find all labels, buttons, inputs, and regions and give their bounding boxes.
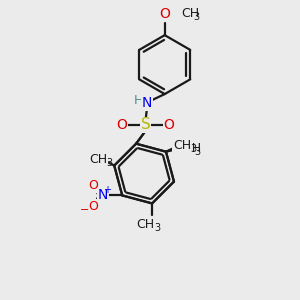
Text: CH: CH: [136, 218, 155, 231]
Text: O: O: [88, 179, 98, 193]
Text: O: O: [164, 118, 175, 132]
Text: 3: 3: [194, 12, 200, 22]
Text: O: O: [117, 118, 128, 132]
Text: 3: 3: [190, 144, 196, 154]
Text: 3: 3: [106, 158, 112, 168]
Text: H: H: [134, 94, 143, 107]
Text: O: O: [159, 7, 170, 21]
Text: 3: 3: [154, 223, 160, 232]
Text: CH: CH: [173, 139, 191, 152]
Text: S: S: [141, 118, 151, 133]
Text: CH: CH: [184, 142, 202, 155]
Text: −: −: [80, 205, 89, 214]
Text: CH: CH: [89, 153, 107, 166]
Text: N: N: [98, 188, 108, 203]
Text: N: N: [142, 96, 152, 110]
Text: CH: CH: [181, 8, 199, 20]
Text: +: +: [103, 185, 111, 195]
Text: O: O: [88, 200, 98, 213]
Text: 3: 3: [194, 147, 201, 157]
